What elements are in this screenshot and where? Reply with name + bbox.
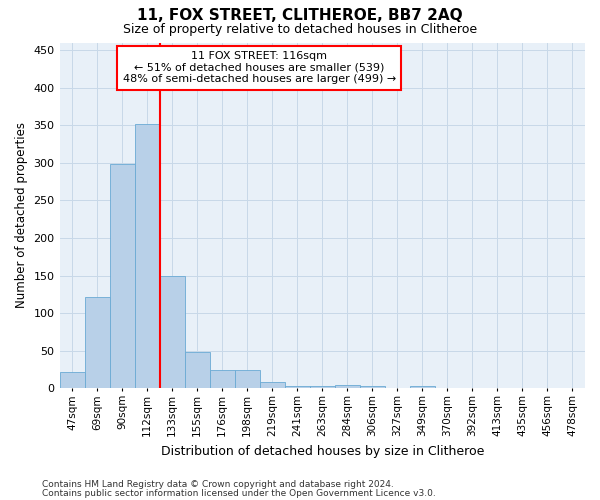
Bar [110,164,134,388]
Text: 11 FOX STREET: 116sqm
← 51% of detached houses are smaller (539)
48% of semi-det: 11 FOX STREET: 116sqm ← 51% of detached … [122,51,396,84]
Bar [410,386,435,388]
Bar [134,124,160,388]
Text: Contains public sector information licensed under the Open Government Licence v3: Contains public sector information licen… [42,488,436,498]
Text: Contains HM Land Registry data © Crown copyright and database right 2024.: Contains HM Land Registry data © Crown c… [42,480,394,489]
X-axis label: Distribution of detached houses by size in Clitheroe: Distribution of detached houses by size … [161,444,484,458]
Bar [185,352,209,388]
Bar [160,276,185,388]
Bar [360,386,385,388]
Bar [310,386,335,388]
Y-axis label: Number of detached properties: Number of detached properties [15,122,28,308]
Bar [209,370,235,388]
Bar [260,382,285,388]
Bar [285,386,310,388]
Bar [335,384,360,388]
Text: Size of property relative to detached houses in Clitheroe: Size of property relative to detached ho… [123,22,477,36]
Bar [85,296,110,388]
Bar [235,370,260,388]
Text: 11, FOX STREET, CLITHEROE, BB7 2AQ: 11, FOX STREET, CLITHEROE, BB7 2AQ [137,8,463,22]
Bar [59,372,85,388]
